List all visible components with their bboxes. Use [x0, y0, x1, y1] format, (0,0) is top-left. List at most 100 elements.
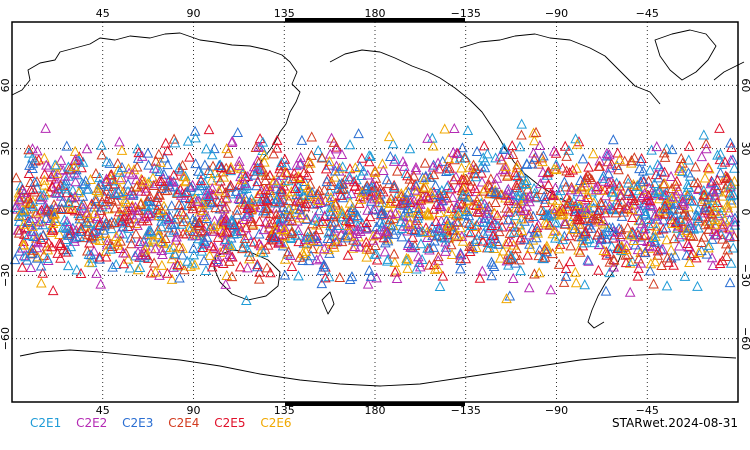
observation-marker [422, 208, 434, 219]
observation-marker [413, 251, 424, 262]
observation-marker [226, 136, 238, 148]
observation-marker [569, 222, 580, 234]
observation-marker [729, 212, 741, 223]
observation-marker [287, 173, 299, 184]
observation-marker [717, 204, 728, 215]
observation-marker [148, 235, 160, 246]
observation-marker [233, 193, 245, 204]
observation-marker [196, 206, 207, 217]
observation-marker [33, 154, 45, 165]
observation-marker [27, 162, 38, 174]
observation-marker [549, 216, 560, 227]
observation-marker [703, 242, 714, 253]
observation-marker [512, 171, 524, 182]
observation-marker [307, 243, 319, 254]
observation-marker [396, 222, 408, 233]
observation-marker [302, 231, 313, 242]
observation-marker [226, 214, 237, 225]
observation-marker [45, 171, 57, 182]
observation-marker [439, 232, 451, 243]
observation-marker [320, 163, 332, 174]
observation-marker [354, 241, 366, 252]
observation-marker [505, 250, 517, 261]
observation-marker [94, 251, 105, 262]
observation-marker [575, 222, 586, 233]
observation-marker [362, 204, 373, 215]
observation-marker [117, 228, 129, 239]
observation-marker [196, 226, 207, 237]
observation-marker [150, 243, 161, 254]
observation-marker [555, 209, 566, 220]
observation-marker [107, 175, 118, 186]
observation-marker [658, 214, 669, 225]
observation-marker [605, 176, 617, 187]
observation-marker [537, 156, 548, 167]
observation-marker [252, 259, 263, 270]
observation-marker [718, 220, 729, 231]
observation-marker [402, 262, 414, 273]
observation-marker [365, 195, 377, 206]
observation-marker [337, 183, 349, 194]
observation-marker [329, 165, 341, 176]
observation-marker [486, 256, 497, 267]
observation-marker [57, 196, 68, 207]
observation-marker [652, 159, 664, 170]
observation-marker [588, 202, 599, 213]
observation-marker [401, 252, 412, 263]
observation-marker [9, 254, 21, 265]
observation-marker [506, 140, 518, 151]
observation-marker [673, 240, 685, 251]
observation-marker [90, 233, 101, 244]
observation-marker [329, 216, 341, 227]
observation-marker [241, 208, 253, 219]
observation-marker [78, 202, 89, 213]
observation-marker [659, 151, 671, 162]
observation-marker [349, 162, 361, 173]
observation-marker [604, 256, 616, 267]
observation-marker [361, 180, 373, 191]
observation-marker [365, 270, 377, 281]
observation-marker [177, 242, 188, 253]
observation-marker [89, 225, 101, 236]
observation-marker [270, 182, 282, 193]
observation-marker [175, 165, 187, 176]
observation-marker [608, 261, 620, 272]
observation-marker [343, 224, 355, 235]
bottom-lon-tick-label: 135 [274, 404, 295, 417]
observation-marker [352, 210, 363, 221]
observation-marker [283, 175, 294, 186]
observation-marker [74, 230, 85, 241]
observation-marker [448, 174, 459, 185]
observation-marker [477, 265, 488, 276]
observation-marker [369, 165, 381, 176]
observation-marker [284, 210, 295, 221]
observation-marker [631, 180, 643, 191]
observation-marker [337, 192, 349, 203]
observation-marker [528, 127, 539, 138]
observation-marker [441, 161, 453, 172]
observation-marker [542, 169, 553, 180]
observation-marker [325, 220, 336, 231]
observation-marker [721, 199, 733, 210]
observation-marker [461, 204, 473, 215]
observation-marker [63, 197, 74, 208]
observation-marker [426, 221, 438, 232]
observation-marker [168, 241, 179, 252]
observation-marker [218, 203, 230, 214]
observation-marker [60, 220, 72, 231]
observation-marker [332, 182, 344, 193]
observation-marker [225, 163, 236, 174]
observation-marker [607, 222, 618, 233]
legend-item-c2e3: C2E3 [122, 416, 154, 430]
observation-marker [112, 157, 124, 168]
observation-marker [358, 165, 369, 176]
observation-marker [156, 182, 167, 193]
observation-marker [403, 237, 415, 248]
observation-marker [85, 249, 97, 260]
observation-marker [593, 226, 605, 237]
observation-marker [274, 163, 285, 174]
observation-marker [124, 217, 136, 228]
observation-marker [70, 153, 82, 164]
observation-marker [692, 210, 704, 221]
